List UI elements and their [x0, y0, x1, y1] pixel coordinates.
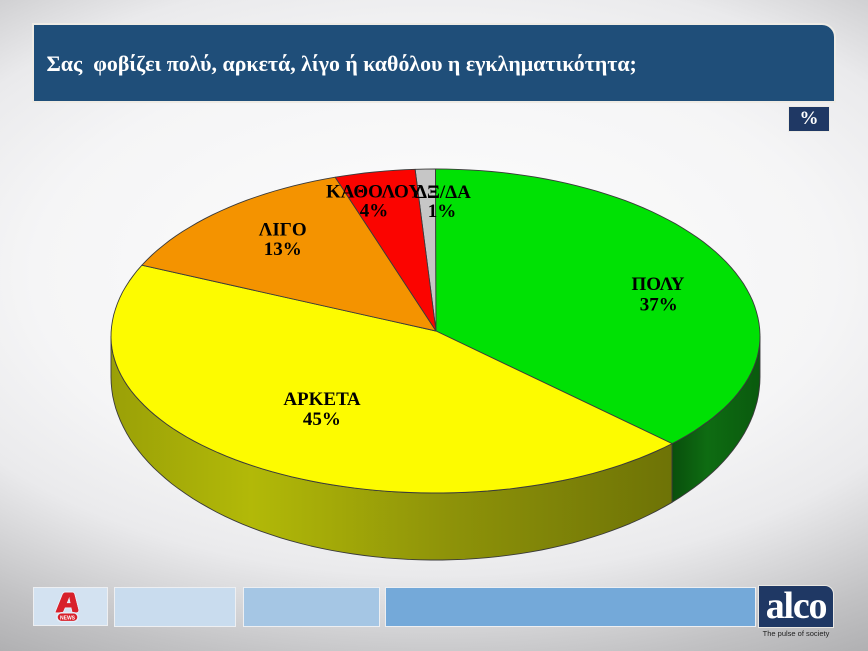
svg-text:ΑΡΚΕΤΑ: ΑΡΚΕΤΑ — [283, 389, 361, 410]
svg-text:1%: 1% — [428, 201, 457, 222]
svg-text:ΠΟΛΥ: ΠΟΛΥ — [631, 274, 684, 295]
svg-text:ΔΞ/ΔΑ: ΔΞ/ΔΑ — [415, 182, 471, 203]
svg-text:37%: 37% — [640, 295, 678, 316]
svg-text:45%: 45% — [303, 409, 341, 430]
svg-text:13%: 13% — [264, 239, 302, 260]
svg-text:4%: 4% — [360, 201, 389, 222]
svg-text:ΛΙΓΟ: ΛΙΓΟ — [259, 220, 307, 241]
svg-text:NEWS: NEWS — [60, 616, 76, 622]
svg-text:ΚΑΘΟΛΟΥ: ΚΑΘΟΛΟΥ — [326, 181, 422, 202]
